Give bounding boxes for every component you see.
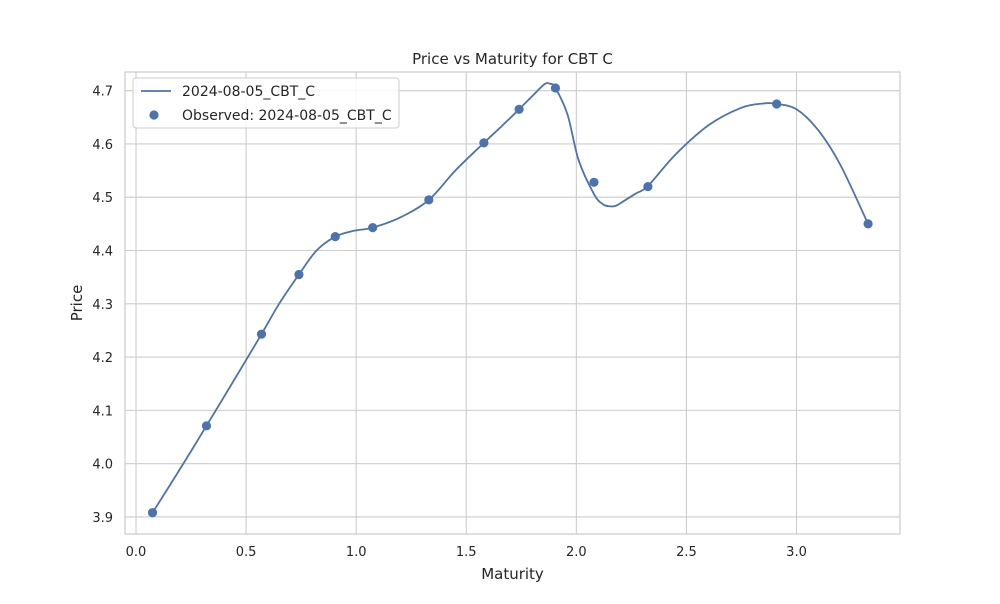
grid-lines (125, 72, 900, 534)
y-tick-label: 3.9 (92, 511, 113, 526)
observed-point (772, 99, 782, 109)
observed-point (368, 222, 378, 233)
observed-point (550, 83, 561, 93)
y-tick-label: 4.2 (92, 351, 113, 366)
x-tick-label: 1.0 (346, 545, 367, 560)
legend-entry-scatter: Observed: 2024-08-05_CBT_C (182, 108, 392, 124)
observed-point (589, 177, 599, 187)
plot-area-background (125, 72, 900, 534)
y-tick-label: 4.3 (92, 298, 113, 313)
observed-point (256, 329, 267, 339)
x-tick-label: 2.5 (676, 545, 697, 560)
x-tick-label: 0.5 (236, 545, 257, 560)
legend-entry-line: 2024-08-05_CBT_C (182, 84, 315, 100)
observed-point (479, 138, 489, 148)
x-axis-label: Maturity (481, 565, 544, 583)
observed-point (643, 181, 653, 192)
observed-point (424, 195, 434, 205)
x-tick-label: 0.0 (126, 545, 147, 560)
legend-scatter-marker (149, 110, 159, 120)
y-tick-label: 4.0 (92, 458, 113, 473)
observed-point (147, 508, 158, 518)
observed-point (514, 104, 524, 114)
legend-box (132, 77, 400, 129)
x-tick-label: 3.0 (786, 545, 807, 560)
y-tick-label: 4.4 (92, 245, 113, 260)
observed-point (294, 269, 304, 280)
x-tick-label: 2.0 (566, 545, 587, 560)
tick-labels: 0.0 0.5 1.0 1.5 2.0 2.5 3.0 3.9 4.0 4.1 4.2 4.3 4.4 4… (92, 85, 807, 560)
y-tick-label: 4.7 (92, 85, 113, 100)
plot-area-border (124, 71, 901, 535)
observed-point (330, 232, 340, 242)
observed-point (863, 219, 873, 229)
series-layer (147, 82, 873, 518)
y-axis-label: Price (68, 285, 86, 322)
legend: 2024-08-05_CBT_C Observed: 2024-08-05_CB… (132, 77, 400, 129)
chart-title: Price vs Maturity for CBT C (412, 50, 613, 68)
y-tick-label: 4.5 (92, 191, 113, 206)
x-tick-label: 1.5 (456, 545, 477, 560)
series-line (151, 82, 869, 514)
y-tick-label: 4.1 (92, 404, 113, 419)
observed-point (201, 421, 212, 431)
y-tick-label: 4.6 (92, 138, 113, 153)
